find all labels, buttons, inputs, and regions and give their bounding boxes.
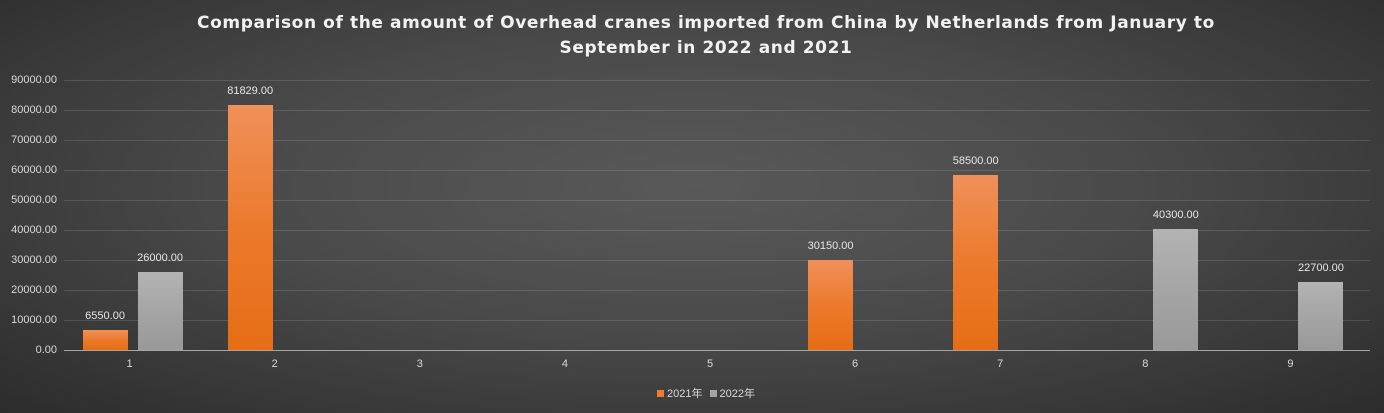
data-label: 81829.00	[227, 84, 274, 97]
legend-item-2022[interactable]: 2022年	[709, 385, 756, 401]
y-tick-label: 10000.00	[11, 314, 57, 326]
y-tick-label: 50000.00	[11, 194, 57, 206]
x-tick-label: 3	[416, 358, 423, 370]
bar-2021-2[interactable]	[227, 104, 273, 350]
x-tick-label: 8	[1142, 358, 1149, 370]
plot-area: 6550.00 26000.00 81829.00 30150.00 58500.00 4…	[64, 80, 1370, 351]
data-label: 26000.00	[137, 252, 183, 264]
data-label: 40300.00	[1152, 209, 1199, 222]
legend-item-2021[interactable]: 2021年	[656, 385, 703, 401]
legend-label: 2022年	[719, 388, 756, 400]
bar-2022-1[interactable]	[137, 272, 183, 350]
gridline	[64, 170, 1370, 171]
chart-title-line1: Comparison of the amount of Overhead cra…	[197, 13, 1215, 33]
y-tick-label: 80000.00	[11, 104, 57, 116]
x-tick-label: 6	[852, 358, 859, 370]
bar-2022-8[interactable]	[1153, 229, 1199, 350]
data-label: 30150.00	[807, 239, 854, 252]
y-tick-label: 60000.00	[11, 164, 57, 176]
chart-title: Comparison of the amount of Overhead cra…	[0, 11, 1384, 61]
gridline	[64, 290, 1370, 291]
legend-label: 2021年	[666, 388, 703, 400]
y-tick-label: 20000.00	[11, 284, 57, 296]
gridline	[64, 230, 1370, 231]
gridline	[64, 110, 1370, 111]
y-tick-label: 40000.00	[11, 224, 57, 236]
legend-swatch-icon	[709, 389, 717, 397]
data-label: 22700.00	[1297, 261, 1344, 274]
x-tick-label: 9	[1287, 358, 1294, 370]
data-label: 6550.00	[85, 310, 125, 323]
gridline	[64, 140, 1370, 141]
gridline	[64, 80, 1370, 81]
y-tick-label: 30000.00	[11, 254, 57, 266]
x-axis-line	[64, 350, 1370, 351]
x-tick-label: 4	[561, 358, 568, 370]
x-tick-label: 1	[126, 358, 133, 370]
bar-2021-6[interactable]	[808, 259, 854, 350]
x-tick-label: 5	[706, 358, 714, 370]
gridline	[64, 320, 1370, 321]
x-tick-label: 2	[271, 358, 278, 370]
legend-swatch-icon	[656, 389, 664, 397]
bar-2022-9[interactable]	[1298, 281, 1344, 350]
legend: 2021年 2022年	[0, 385, 1384, 401]
x-tick-label: 7	[997, 358, 1004, 370]
chart-title-line2: September in 2022 and 2021	[559, 38, 853, 58]
y-tick-label: 0.00	[35, 344, 57, 356]
data-label: 58500.00	[952, 154, 999, 167]
gridline	[64, 200, 1370, 201]
bar-2021-7[interactable]	[953, 174, 999, 350]
y-tick-label: 70000.00	[11, 134, 57, 146]
y-tick-label: 90000.00	[11, 74, 57, 86]
bar-2021-1[interactable]	[82, 330, 128, 350]
gridline	[64, 260, 1370, 261]
